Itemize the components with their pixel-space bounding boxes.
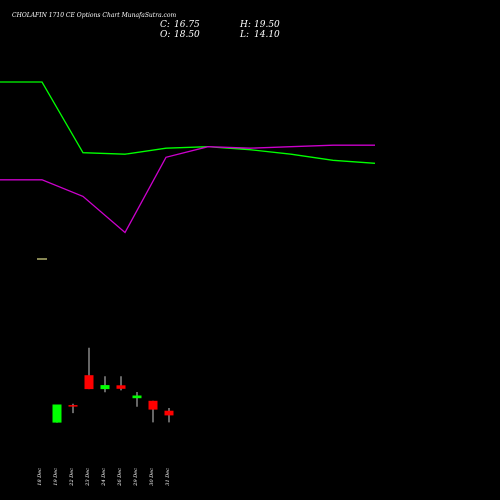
x-tick-label: 29 Dec	[133, 468, 139, 487]
high-label: H:	[239, 20, 251, 30]
x-tick-label: 18 Dec	[37, 468, 43, 486]
open-label: O:	[160, 30, 170, 40]
x-tick-label: 31 Dec	[165, 468, 171, 486]
x-tick-label: 24 Dec	[101, 468, 107, 487]
close-value: 16.75	[174, 20, 200, 30]
open-value: 18.50	[174, 30, 200, 40]
x-tick-label: 23 Dec	[85, 468, 91, 487]
low-label: L:	[239, 30, 249, 40]
low-value: 14.10	[254, 30, 280, 40]
x-tick-label: 26 Dec	[117, 468, 123, 487]
candle-body	[84, 375, 94, 390]
close-label: C:	[160, 20, 170, 30]
x-axis-ticks: 18 Dec 19 Dec 22 Dec 23 Dec 24 Dec 26 Dec 29 D…	[37, 468, 171, 487]
candle-body	[68, 405, 78, 407]
candle-body	[132, 395, 142, 399]
x-tick-label: 30 Dec	[149, 468, 155, 486]
green-line-series	[0, 81, 376, 164]
candle-body	[116, 385, 126, 389]
candle-body	[52, 404, 62, 423]
candles	[52, 347, 174, 423]
chart-title: CHOLAFIN 1710 CE Options Chart MunafaSut…	[12, 12, 177, 19]
high-value: 19.50	[254, 20, 280, 30]
x-tick-label: 22 Dec	[69, 468, 75, 487]
x-tick-label: 19 Dec	[53, 468, 59, 486]
candle-body	[148, 400, 158, 410]
magenta-line-series	[0, 144, 375, 234]
candle-body	[100, 385, 110, 390]
indicator-lines	[0, 81, 376, 234]
candle-body	[164, 410, 174, 416]
